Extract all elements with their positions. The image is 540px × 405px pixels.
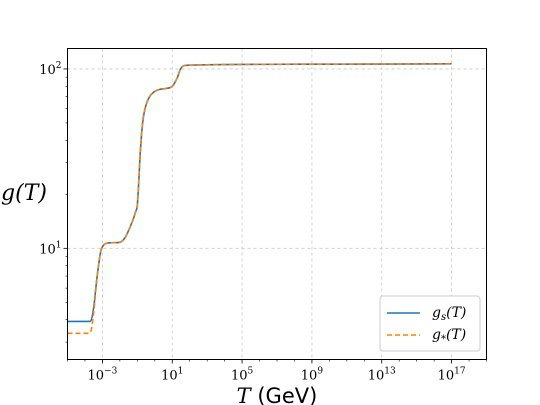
legend-label-main: g — [432, 305, 441, 321]
y-tick-label-exponent: 2 — [56, 61, 62, 71]
legend-label-subscript: * — [441, 334, 446, 345]
x-tick-label-2: 105 — [231, 367, 254, 384]
y-tick-label-base: 10 — [39, 63, 56, 78]
x-tick-label-base: 10 — [161, 369, 178, 384]
y-axis-label: g(T) — [1, 181, 47, 206]
y-tick-label-0: 101 — [39, 240, 61, 257]
x-tick-label-exponent: 5 — [247, 367, 253, 377]
y-tick-label-exponent: 1 — [56, 240, 62, 250]
x-tick-label-exponent: 1 — [178, 367, 184, 377]
legend-label-0: gs(T) — [432, 305, 466, 323]
x-axis-label-variable: T — [237, 384, 253, 405]
x-tick-label-0: 10−3 — [88, 367, 118, 384]
series-line-g-s — [67, 63, 452, 323]
x-tick-label-4: 1013 — [368, 367, 396, 384]
legend-label-1: g*(T) — [432, 327, 466, 345]
x-tick-label-base: 10 — [88, 369, 105, 384]
x-tick-label-3: 109 — [301, 367, 324, 384]
x-tick-label-exponent: 17 — [454, 367, 466, 377]
legend-label-main: g — [432, 327, 441, 343]
x-tick-label-exponent: 13 — [384, 367, 396, 377]
legend: gs(T)g*(T) — [379, 295, 481, 352]
x-axis-label: T (GeV) — [237, 384, 318, 405]
x-tick-label-base: 10 — [368, 369, 385, 384]
legend-label-argument: (T) — [446, 327, 466, 343]
y-tick-label-1: 102 — [39, 61, 61, 78]
legend-label-argument: (T) — [446, 305, 466, 321]
series-line-g-star — [67, 63, 452, 335]
axis-ticks — [63, 68, 487, 364]
x-tick-label-base: 10 — [301, 369, 318, 384]
y-tick-label-base: 10 — [39, 242, 56, 257]
series-layer — [67, 63, 452, 335]
legend-box — [379, 295, 481, 352]
x-tick-label-5: 1017 — [438, 367, 466, 384]
x-axis-label-unit: (GeV) — [251, 384, 318, 405]
x-tick-label-base: 10 — [438, 369, 455, 384]
x-tick-label-exponent: 9 — [317, 367, 323, 377]
x-tick-label-base: 10 — [231, 369, 248, 384]
legend-label-subscript: s — [441, 312, 446, 323]
x-tick-label-exponent: −3 — [104, 367, 118, 377]
x-tick-label-1: 101 — [161, 367, 183, 384]
